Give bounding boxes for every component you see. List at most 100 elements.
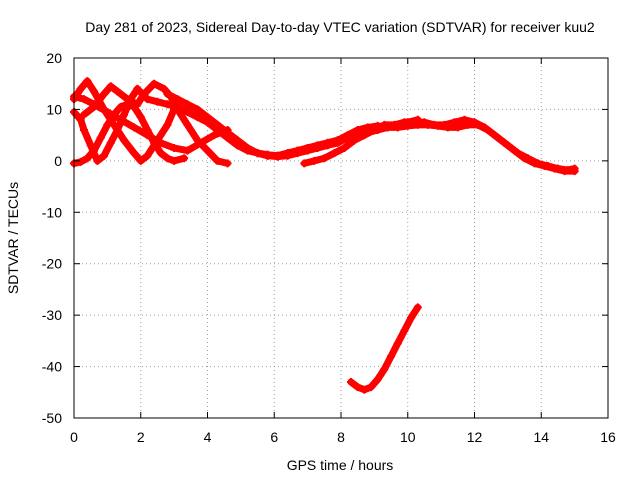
data-point <box>520 154 529 163</box>
data-point <box>470 118 479 127</box>
data-point <box>450 118 459 127</box>
data-point <box>103 108 112 116</box>
x-tick-label: 8 <box>337 429 345 445</box>
data-point <box>510 146 519 155</box>
data-point <box>313 141 322 150</box>
x-tick-label: 2 <box>137 429 145 445</box>
series-arc-9 <box>300 115 579 176</box>
data-point <box>540 162 549 170</box>
x-axis-label: GPS time / hours <box>287 457 394 473</box>
data-point <box>420 118 429 127</box>
data-point <box>183 100 192 109</box>
data-point <box>80 126 89 134</box>
data-point <box>183 146 192 155</box>
data-point <box>90 146 99 155</box>
data-point <box>570 167 579 176</box>
data-point <box>480 123 489 132</box>
data-point <box>116 115 125 124</box>
data-point <box>360 385 369 394</box>
data-point <box>330 149 339 158</box>
data-point <box>156 138 165 147</box>
data-point <box>253 149 262 158</box>
axis-ticks <box>73 57 609 419</box>
data-point <box>156 149 165 158</box>
data-point <box>367 383 376 392</box>
chart-title: Day 281 of 2023, Sidereal Day-to-day VTE… <box>85 19 595 35</box>
data-point <box>440 120 449 129</box>
data-point <box>323 138 332 147</box>
data-points <box>70 77 579 394</box>
data-point <box>153 97 162 106</box>
data-point <box>106 138 115 147</box>
data-point <box>407 313 416 322</box>
data-point <box>83 154 92 163</box>
y-tick-label: -20 <box>42 256 62 272</box>
data-point <box>100 90 109 98</box>
data-point <box>233 136 242 145</box>
x-tick-label: 4 <box>204 429 212 445</box>
y-tick-label: -50 <box>42 410 62 426</box>
data-point <box>243 144 252 152</box>
data-point <box>203 146 212 155</box>
y-tick-label: -30 <box>42 307 62 323</box>
y-tick-label: 20 <box>46 50 62 66</box>
y-tick-label: 0 <box>54 153 62 169</box>
data-point <box>283 149 292 158</box>
data-point <box>310 156 319 165</box>
data-point <box>460 115 469 124</box>
data-point <box>350 136 359 145</box>
data-point <box>387 352 396 361</box>
data-point <box>120 110 129 119</box>
data-point <box>170 156 179 165</box>
data-point <box>303 144 312 152</box>
data-point <box>123 95 132 104</box>
data-point <box>530 159 539 168</box>
data-point <box>373 375 382 384</box>
data-point <box>163 154 172 163</box>
data-point <box>340 144 349 152</box>
x-tick-label: 0 <box>70 429 78 445</box>
series-arc-10 <box>347 303 422 394</box>
x-tick-label: 12 <box>467 429 483 445</box>
data-point <box>380 365 389 374</box>
data-point <box>133 100 142 109</box>
data-point <box>393 339 402 348</box>
data-point <box>163 100 172 109</box>
data-point <box>113 87 122 96</box>
data-point <box>223 159 232 168</box>
data-point <box>273 151 282 160</box>
data-point <box>106 82 115 91</box>
y-tick-labels: -50 -40 -30 -20 -10 0 10 20 <box>42 50 62 426</box>
y-axis-label: SDTVAR / TECUs <box>5 182 21 294</box>
series-trace <box>300 116 579 175</box>
data-point <box>133 84 142 93</box>
data-point <box>213 156 222 165</box>
data-point <box>400 326 409 335</box>
data-point <box>370 126 379 134</box>
x-tick-labels: 0 2 4 6 8 10 12 14 16 <box>70 429 616 445</box>
y-tick-label: -40 <box>42 359 62 375</box>
data-point <box>550 164 559 173</box>
data-point <box>183 120 192 129</box>
x-tick-label: 10 <box>400 429 416 445</box>
data-point <box>360 131 369 140</box>
data-point <box>76 84 85 93</box>
data-point <box>83 77 92 86</box>
data-point <box>180 154 189 163</box>
data-point <box>96 133 105 142</box>
data-point <box>173 95 182 104</box>
data-point <box>333 136 342 145</box>
x-tick-label: 6 <box>270 429 278 445</box>
x-tick-label: 14 <box>533 429 549 445</box>
data-point <box>93 156 102 165</box>
data-point <box>343 131 352 140</box>
data-point <box>163 90 172 98</box>
data-point <box>160 84 169 93</box>
data-point <box>136 156 145 165</box>
data-point <box>203 113 212 122</box>
data-point <box>130 123 139 132</box>
data-point <box>136 113 145 122</box>
data-point <box>90 102 99 111</box>
data-point <box>320 154 329 163</box>
